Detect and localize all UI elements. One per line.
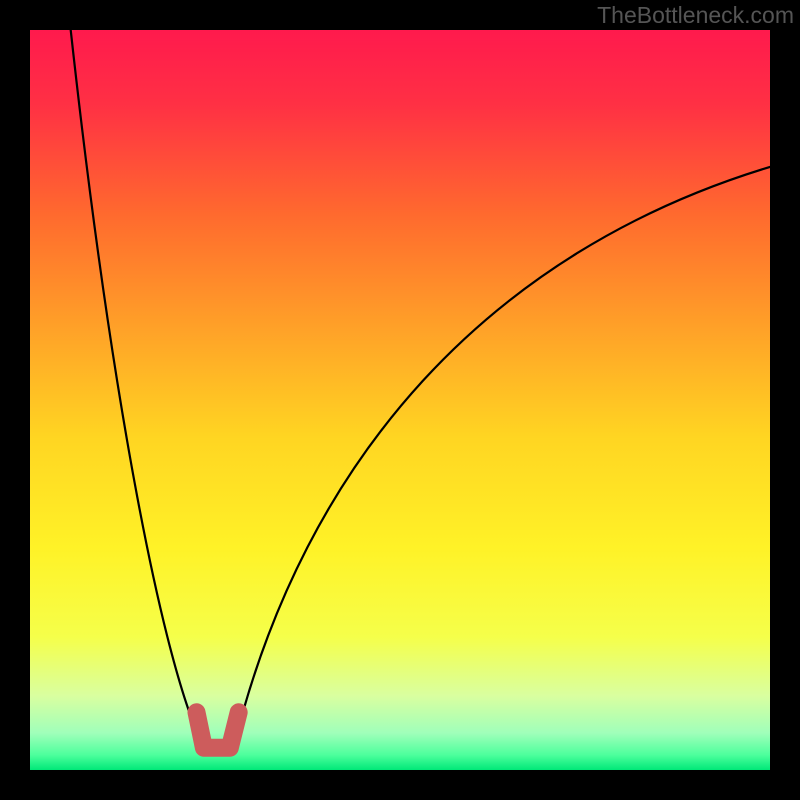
chart-container: TheBottleneck.com [0,0,800,800]
plot-area-background [30,30,770,770]
watermark-text: TheBottleneck.com [597,2,794,29]
bottleneck-chart [0,0,800,800]
